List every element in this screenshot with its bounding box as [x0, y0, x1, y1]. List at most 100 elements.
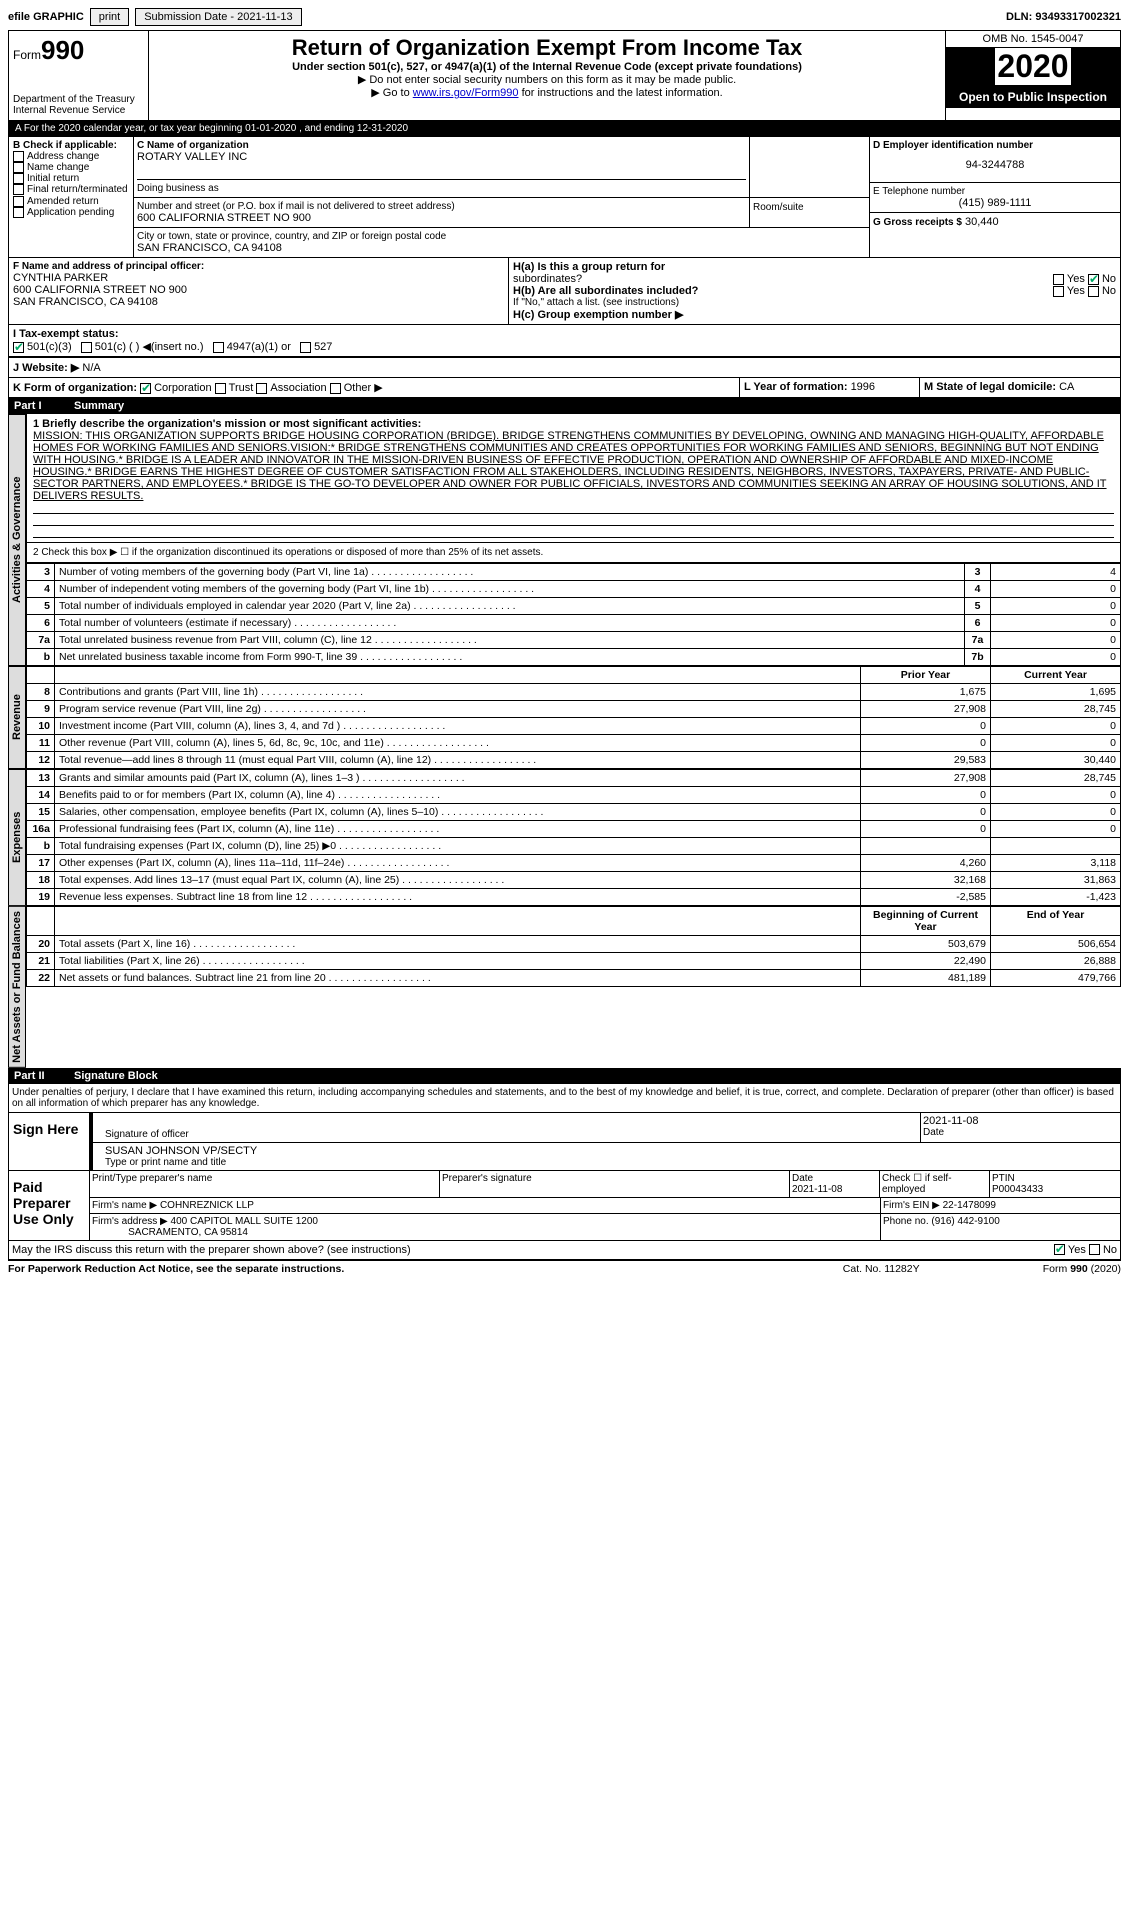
- cb-527[interactable]: [300, 342, 311, 353]
- table-row: 11Other revenue (Part VIII, column (A), …: [27, 735, 1121, 752]
- dba-label: Doing business as: [137, 183, 746, 194]
- table-row: 8Contributions and grants (Part VIII, li…: [27, 684, 1121, 701]
- irs-link[interactable]: www.irs.gov/Form990: [413, 87, 519, 99]
- cb-501c3[interactable]: [13, 342, 24, 353]
- vtab-net-assets: Net Assets or Fund Balances: [8, 906, 26, 1068]
- expenses-table: 13Grants and similar amounts paid (Part …: [26, 769, 1121, 906]
- year-formation: 1996: [851, 381, 875, 393]
- period-bar: A For the 2020 calendar year, or tax yea…: [8, 121, 1121, 137]
- mission-text: MISSION: THIS ORGANIZATION SUPPORTS BRID…: [33, 430, 1114, 502]
- form-number: 990: [41, 35, 84, 65]
- city-state-zip: SAN FRANCISCO, CA 94108: [137, 242, 866, 254]
- instr-link: ▶ Go to www.irs.gov/Form990 for instruct…: [153, 86, 941, 99]
- open-inspection: Open to Public Inspection: [946, 86, 1120, 108]
- table-row: bNet unrelated business taxable income f…: [27, 649, 1121, 666]
- line2: 2 Check this box ▶ ☐ if the organization…: [26, 543, 1121, 563]
- table-row: 7aTotal unrelated business revenue from …: [27, 632, 1121, 649]
- table-row: 20Total assets (Part X, line 16)503,6795…: [27, 936, 1121, 953]
- paid-preparer-label: Paid Preparer Use Only: [9, 1171, 89, 1240]
- tax-year: 2020: [946, 48, 1120, 86]
- form-header: Form990 Department of the Treasury Inter…: [8, 30, 1121, 121]
- table-row: 3Number of voting members of the governi…: [27, 564, 1121, 581]
- ptin: P00043433: [992, 1184, 1043, 1195]
- ein-label: D Employer identification number: [873, 140, 1117, 151]
- vtab-expenses: Expenses: [8, 769, 26, 906]
- table-row: 15Salaries, other compensation, employee…: [27, 804, 1121, 821]
- table-row: 17Other expenses (Part IX, column (A), l…: [27, 855, 1121, 872]
- cb-trust[interactable]: [215, 383, 226, 394]
- table-row: 10Investment income (Part VIII, column (…: [27, 718, 1121, 735]
- checkbox-final-return[interactable]: [13, 184, 24, 195]
- print-button[interactable]: print: [90, 8, 129, 26]
- street-address: 600 CALIFORNIA STREET NO 900: [137, 212, 746, 224]
- box-b: B Check if applicable: Address change Na…: [9, 137, 134, 257]
- ein-value: 94-3244788: [873, 151, 1117, 179]
- officer-label: F Name and address of principal officer:: [13, 261, 504, 272]
- checkbox-pending[interactable]: [13, 207, 24, 218]
- hb-no[interactable]: [1088, 286, 1099, 297]
- table-row: 5Total number of individuals employed in…: [27, 598, 1121, 615]
- checkbox-name-change[interactable]: [13, 162, 24, 173]
- addr-label: Number and street (or P.O. box if mail i…: [137, 201, 746, 212]
- firm-addr1: 400 CAPITOL MALL SUITE 1200: [171, 1216, 318, 1227]
- tax-status-label: I Tax-exempt status:: [13, 328, 119, 340]
- table-row: 6Total number of volunteers (estimate if…: [27, 615, 1121, 632]
- part1-header: Part ISummary: [8, 398, 1121, 414]
- pra-notice: For Paperwork Reduction Act Notice, see …: [8, 1263, 843, 1275]
- phone-value: (415) 989-1111: [873, 197, 1117, 209]
- ha-no[interactable]: [1088, 274, 1099, 285]
- print-name-label: Type or print name and title: [105, 1157, 1116, 1168]
- officer-addr1: 600 CALIFORNIA STREET NO 900: [13, 284, 504, 296]
- firm-name: COHNREZNICK LLP: [160, 1200, 254, 1211]
- form-word: Form: [13, 48, 41, 62]
- hc-label: H(c) Group exemption number ▶: [513, 309, 683, 321]
- table-row: 9Program service revenue (Part VIII, lin…: [27, 701, 1121, 718]
- website-label: J Website: ▶: [13, 362, 79, 374]
- discuss-no[interactable]: [1089, 1244, 1100, 1255]
- discuss-yes[interactable]: [1054, 1244, 1065, 1255]
- submission-date: Submission Date - 2021-11-13: [135, 8, 301, 26]
- gross-value: 30,440: [965, 216, 999, 228]
- ha-yes[interactable]: [1053, 274, 1064, 285]
- ha-label: H(a) Is this a group return for: [513, 261, 1116, 273]
- hb-yes[interactable]: [1053, 286, 1064, 297]
- phone-label: E Telephone number: [873, 186, 1117, 197]
- discuss-label: May the IRS discuss this return with the…: [12, 1244, 1054, 1256]
- cb-501c[interactable]: [81, 342, 92, 353]
- form-subtitle: Under section 501(c), 527, or 4947(a)(1)…: [153, 61, 941, 73]
- officer-addr2: SAN FRANCISCO, CA 94108: [13, 296, 504, 308]
- org-name: ROTARY VALLEY INC: [137, 151, 746, 163]
- table-row: 22Net assets or fund balances. Subtract …: [27, 970, 1121, 987]
- sig-date-label: Date: [923, 1127, 1118, 1138]
- checkbox-amended[interactable]: [13, 196, 24, 207]
- form-title: Return of Organization Exempt From Incom…: [153, 35, 941, 61]
- mission-label: 1 Briefly describe the organization's mi…: [33, 418, 1114, 430]
- cb-4947[interactable]: [213, 342, 224, 353]
- net-table: Beginning of Current YearEnd of Year 20T…: [26, 906, 1121, 987]
- sign-here-label: Sign Here: [9, 1113, 89, 1170]
- cb-other[interactable]: [330, 383, 341, 394]
- checkbox-initial-return[interactable]: [13, 173, 24, 184]
- table-row: 16aProfessional fundraising fees (Part I…: [27, 821, 1121, 838]
- website-value: N/A: [82, 362, 100, 374]
- omb-number: OMB No. 1545-0047: [946, 31, 1120, 48]
- sig-date: 2021-11-08: [923, 1115, 1118, 1127]
- hb-label: H(b) Are all subordinates included?: [513, 285, 1053, 297]
- gross-label: G Gross receipts $: [873, 217, 962, 228]
- table-row: 4Number of independent voting members of…: [27, 581, 1121, 598]
- checkbox-address-change[interactable]: [13, 151, 24, 162]
- hb-note: If "No," attach a list. (see instruction…: [513, 297, 1116, 308]
- cb-corp[interactable]: [140, 383, 151, 394]
- table-row: 14Benefits paid to or for members (Part …: [27, 787, 1121, 804]
- cb-assoc[interactable]: [256, 383, 267, 394]
- officer-name: CYNTHIA PARKER: [13, 272, 504, 284]
- table-row: 13Grants and similar amounts paid (Part …: [27, 770, 1121, 787]
- prep-date: 2021-11-08: [792, 1184, 842, 1195]
- ag-table: 3Number of voting members of the governi…: [26, 563, 1121, 666]
- form-ref: Form 990 (2020): [1043, 1263, 1121, 1275]
- domicile: CA: [1059, 381, 1074, 393]
- firm-phone: (916) 442-9100: [931, 1216, 999, 1227]
- form-org-label: K Form of organization:: [13, 382, 137, 394]
- table-row: 12Total revenue—add lines 8 through 11 (…: [27, 752, 1121, 769]
- firm-ein: 22-1478099: [943, 1200, 996, 1211]
